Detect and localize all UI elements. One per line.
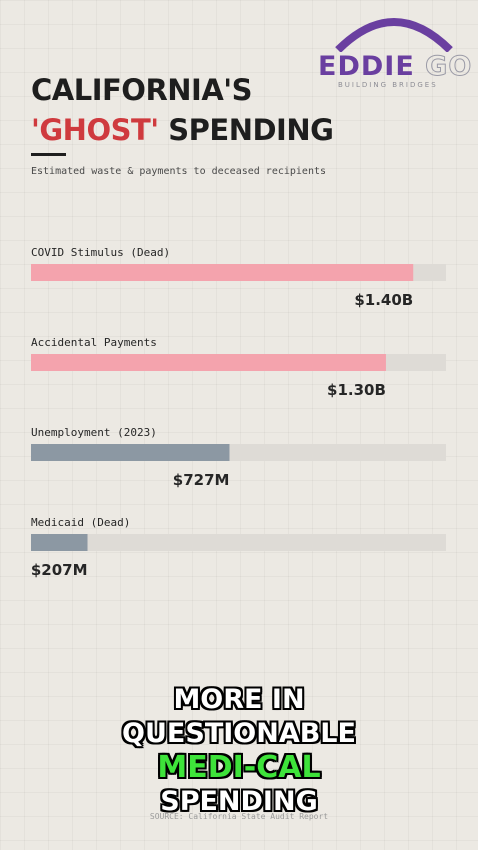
bar-label: Unemployment (2023) — [31, 426, 157, 439]
bar-label: Medicaid (Dead) — [31, 516, 130, 529]
bar — [31, 264, 414, 281]
bar — [31, 444, 230, 461]
title-underline — [31, 153, 66, 156]
title-line-1: CALIFORNIA'S — [31, 73, 253, 107]
chart-title: CALIFORNIA'S 'GHOST' SPENDING — [31, 70, 334, 150]
bar-label: Accidental Payments — [31, 336, 157, 349]
title-highlight: 'GHOST' — [31, 113, 159, 147]
bar-chart: COVID Stimulus (Dead) $1.40B Accidental Pa… — [31, 246, 446, 579]
bar-value-label: $1.40B — [354, 291, 413, 309]
bar-value-label: $1.30B — [327, 381, 386, 399]
bar — [31, 354, 386, 371]
bar-track — [31, 534, 446, 551]
video-caption: MORE IN QUESTIONABLE MEDI-CAL SPENDING — [0, 683, 478, 819]
bar-label: COVID Stimulus (Dead) — [31, 246, 170, 259]
bar — [31, 534, 88, 551]
caption-line-2: QUESTIONABLE — [122, 718, 356, 749]
chart-subtitle: Estimated waste & payments to deceased r… — [31, 166, 327, 177]
title-rest: SPENDING — [158, 113, 334, 147]
eddie-go-logo: EDDIE GO BUILDING BRIDGES — [316, 6, 474, 89]
caption-line-4: SPENDING — [160, 786, 318, 817]
caption-line-3: MEDI-CAL — [157, 750, 321, 785]
logo-wordmark: EDDIE GO — [318, 51, 473, 82]
logo-tagline: BUILDING BRIDGES — [338, 81, 438, 89]
source-note: SOURCE: California State Audit Report — [149, 812, 329, 821]
bar-value-label: $207M — [31, 561, 88, 579]
bar-value-label: $727M — [173, 471, 230, 489]
caption-line-1: MORE IN — [173, 684, 305, 715]
arch-icon — [335, 18, 453, 52]
